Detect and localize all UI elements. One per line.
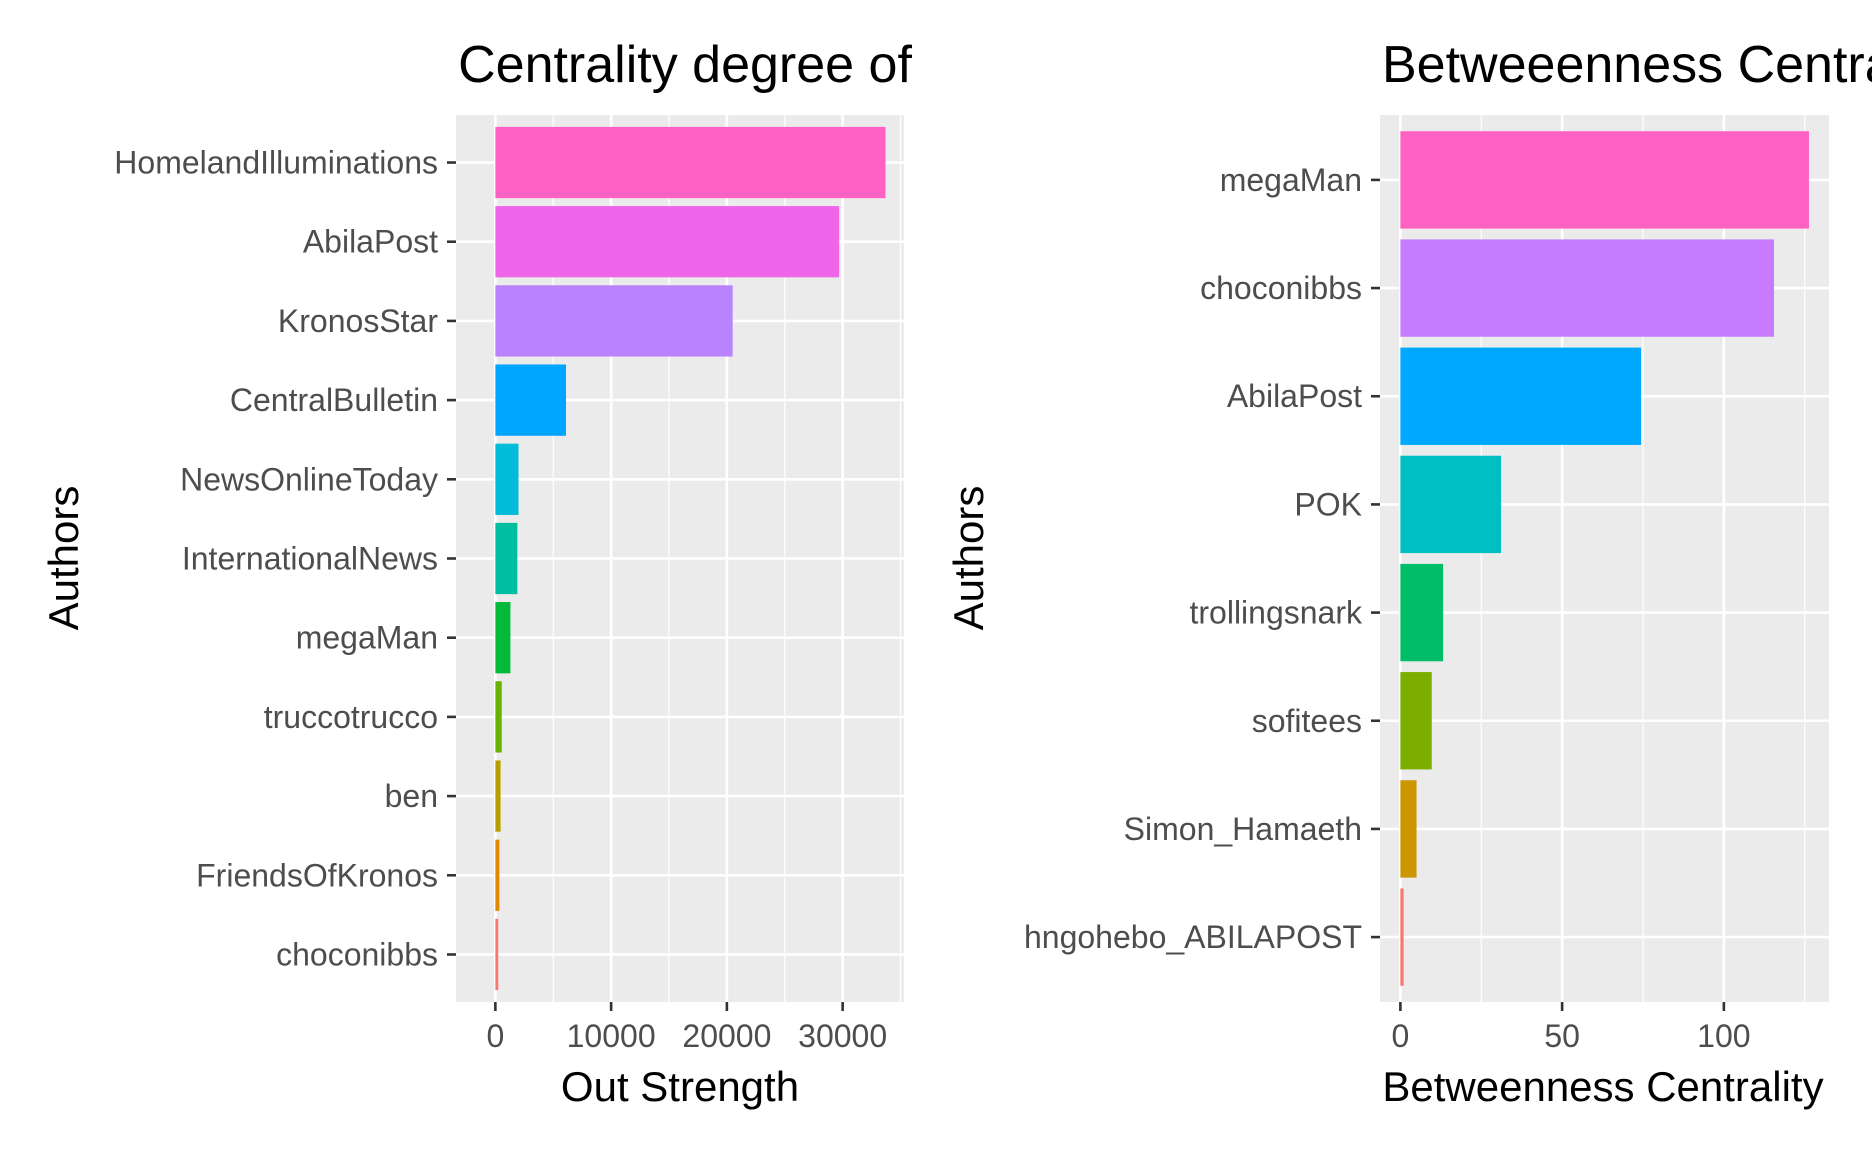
- bar: [1400, 780, 1417, 878]
- bar: [495, 681, 502, 753]
- x-tick-label: 10000: [567, 1018, 656, 1054]
- y-tick-label: AbilaPost: [303, 224, 438, 260]
- y-tick-label: POK: [1294, 486, 1362, 522]
- y-tick-label: NewsOnlineToday: [180, 461, 438, 497]
- out-strength-chart: Centrality degree of Out Strength Author…: [40, 36, 912, 1110]
- bar: [495, 443, 519, 515]
- bar: [495, 522, 518, 595]
- x-tick-label: 50: [1544, 1018, 1580, 1054]
- x-tick-label: 30000: [798, 1018, 887, 1054]
- betweenness-chart: Betweeenness Centra Betweenness Centrali…: [945, 36, 1872, 1110]
- y-tick-label: HomelandIlluminations: [114, 145, 438, 181]
- bar: [495, 206, 840, 278]
- y-tick-label: megaMan: [296, 620, 438, 656]
- chart-title: Betweeenness Centra: [1382, 36, 1872, 94]
- bar: [495, 760, 501, 832]
- bar: [1400, 239, 1775, 337]
- y-tick-label: hngohebo_ABILAPOST: [1024, 919, 1362, 955]
- x-tick-label: 0: [1391, 1018, 1409, 1054]
- x-tick-label: 100: [1697, 1018, 1750, 1054]
- y-axis-title: Authors: [40, 486, 87, 631]
- bar: [1400, 672, 1432, 770]
- bar: [1400, 347, 1642, 445]
- y-axis-title: Authors: [945, 486, 992, 631]
- bar: [495, 364, 566, 436]
- y-tick-label: FriendsOfKronos: [196, 857, 438, 893]
- bar: [1400, 131, 1809, 229]
- y-tick-label: Simon_Hamaeth: [1124, 811, 1362, 847]
- y-tick-label: ben: [385, 778, 438, 814]
- x-tick-label: 0: [486, 1018, 504, 1054]
- bar: [495, 285, 733, 357]
- bar: [1400, 455, 1501, 554]
- y-tick-label: CentralBulletin: [230, 382, 438, 418]
- y-tick-label: KronosStar: [278, 303, 438, 339]
- y-tick-label: trollingsnark: [1189, 595, 1363, 631]
- y-tick-label: choconibbs: [276, 936, 438, 972]
- y-tick-label: megaMan: [1220, 162, 1362, 198]
- bar: [495, 126, 886, 199]
- y-tick-label: InternationalNews: [182, 541, 438, 577]
- x-tick-label: 20000: [682, 1018, 771, 1054]
- x-axis-title: Betweenness Centrality: [1382, 1063, 1823, 1110]
- y-tick-label: truccotrucco: [264, 699, 438, 735]
- bar: [1400, 563, 1444, 662]
- x-axis-title: Out Strength: [561, 1063, 799, 1110]
- bar: [495, 918, 499, 991]
- y-tick-label: choconibbs: [1200, 270, 1362, 306]
- bar: [495, 839, 500, 911]
- y-tick-label: AbilaPost: [1227, 378, 1362, 414]
- y-tick-label: sofitees: [1252, 703, 1362, 739]
- bar: [1400, 888, 1404, 986]
- bar: [495, 602, 511, 674]
- chart-title: Centrality degree of: [458, 36, 912, 94]
